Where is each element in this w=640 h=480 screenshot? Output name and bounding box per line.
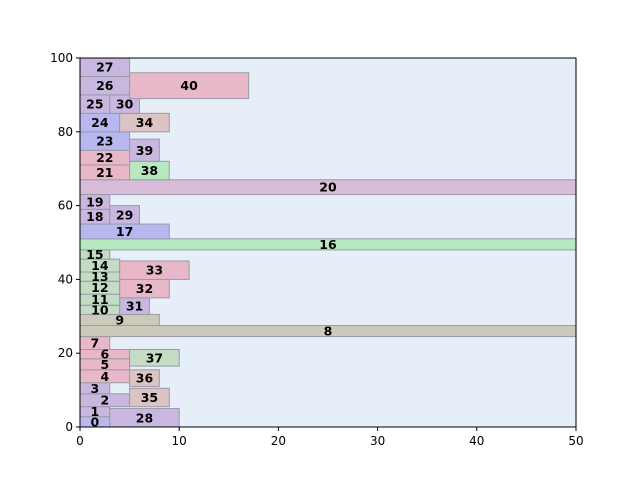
- rect-label-14: 14: [91, 258, 109, 273]
- rect-29: [109, 205, 141, 225]
- rect-label-26: 26: [96, 78, 114, 93]
- rect-label-25: 25: [86, 97, 103, 112]
- rect-label-36: 36: [136, 371, 154, 386]
- rect-label-37: 37: [146, 350, 163, 365]
- rect-label-21: 21: [96, 165, 113, 180]
- rect-label-38: 38: [141, 163, 158, 178]
- rect-label-7: 7: [91, 336, 100, 351]
- y-tick-label: 0: [65, 420, 73, 434]
- y-tick-label: 20: [58, 346, 73, 360]
- rect-label-32: 32: [136, 281, 153, 296]
- rect-label-1: 1: [91, 404, 100, 419]
- rect-label-20: 20: [319, 180, 337, 195]
- x-tick-label: 10: [172, 434, 187, 448]
- y-tick-label: 100: [50, 51, 73, 65]
- y-tick-label: 60: [58, 199, 73, 213]
- rect-label-4: 4: [100, 369, 109, 384]
- rect-36: [129, 369, 160, 387]
- x-axis: 0 10 20 30 40 50: [76, 427, 584, 448]
- x-tick-label: 30: [370, 434, 385, 448]
- rect-label-2: 2: [100, 393, 109, 408]
- x-tick-label: 20: [271, 434, 286, 448]
- rect-label-0: 0: [91, 414, 100, 429]
- rect-37: [129, 349, 180, 367]
- plot-frame: [79, 57, 577, 428]
- y-axis: 0 20 40 60 80 100: [50, 51, 80, 434]
- rect-label-31: 31: [126, 299, 143, 314]
- rect-label-22: 22: [96, 150, 113, 165]
- rect-label-28: 28: [136, 410, 153, 425]
- rect-label-23: 23: [96, 134, 113, 149]
- rect-label-3: 3: [91, 381, 100, 396]
- rect-label-39: 39: [136, 143, 153, 158]
- y-tick-label: 80: [58, 125, 73, 139]
- rect-label-18: 18: [86, 209, 103, 224]
- rects-layer: [79, 57, 577, 428]
- x-tick-label: 0: [76, 434, 84, 448]
- rect-40: [129, 72, 250, 100]
- rect-label-13: 13: [91, 269, 108, 284]
- rect-label-29: 29: [116, 207, 133, 222]
- rect-label-17: 17: [116, 224, 133, 239]
- y-tick-label: 40: [58, 272, 73, 286]
- rect-label-10: 10: [91, 302, 109, 317]
- rect-label-35: 35: [141, 390, 158, 405]
- rect-label-27: 27: [96, 60, 113, 75]
- rect-label-5: 5: [100, 357, 109, 372]
- rect-label-34: 34: [136, 115, 154, 130]
- rect-33: [119, 260, 190, 280]
- rect-label-16: 16: [319, 237, 337, 252]
- rect-label-15: 15: [86, 247, 103, 262]
- rect-label-33: 33: [146, 263, 163, 278]
- rect-label-24: 24: [91, 115, 109, 130]
- rect-label-11: 11: [91, 292, 108, 307]
- rect-35: [129, 387, 170, 408]
- rect-34: [119, 112, 170, 133]
- rect-label-8: 8: [324, 324, 333, 339]
- x-tick-label: 50: [568, 434, 583, 448]
- rect-label-19: 19: [86, 194, 103, 209]
- rect-label-6: 6: [100, 347, 109, 362]
- rect-label-30: 30: [116, 97, 134, 112]
- rect-label-40: 40: [180, 78, 198, 93]
- x-tick-label: 40: [469, 434, 484, 448]
- rect-label-12: 12: [91, 280, 108, 295]
- rect-label-9: 9: [115, 312, 124, 327]
